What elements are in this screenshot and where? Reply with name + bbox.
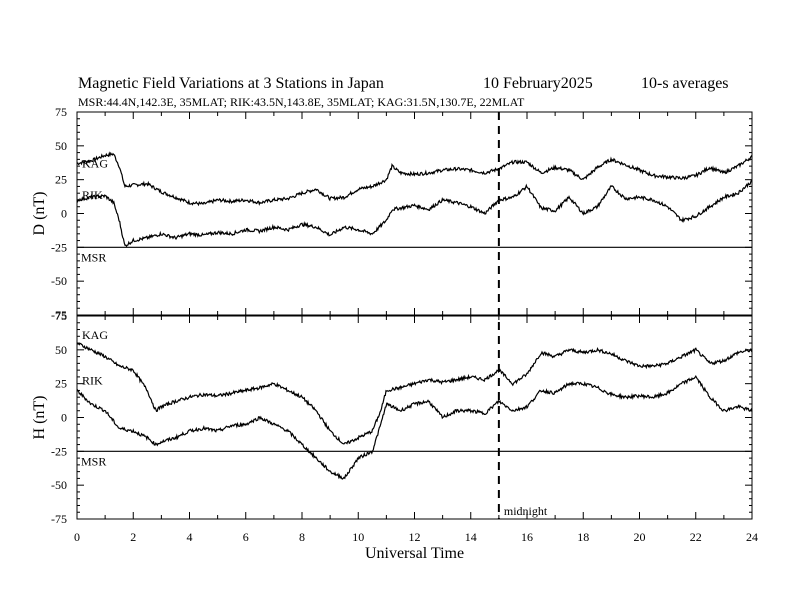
panel-d-rik-label: RIK (82, 188, 103, 202)
panel-d-ytick-label: 25 (55, 173, 67, 187)
x-tick-label: 8 (299, 530, 305, 544)
x-tick-label: 16 (521, 530, 533, 544)
x-tick-label: 14 (465, 530, 477, 544)
chart-title: Magnetic Field Variations at 3 Stations … (78, 75, 384, 92)
panel-h-series-kag (76, 342, 753, 445)
x-tick-label: 10 (352, 530, 364, 544)
panel-d-ylabel: D (nT) (31, 192, 48, 236)
panel-d-series-rik (76, 179, 753, 248)
panel-h-ytick-label: 75 (55, 309, 67, 323)
panel-h-ytick-label: -75 (51, 512, 67, 526)
panel-h-ylabel: H (nT) (31, 396, 48, 440)
panel-h-frame (76, 315, 753, 520)
panel-d-kag-label: KAG (82, 156, 108, 170)
panel-d-ytick-label: -50 (51, 274, 67, 288)
panel-h-msr-label: MSR (81, 454, 106, 468)
panel-d-ytick-label: 75 (55, 105, 67, 119)
x-tick-label: 24 (746, 530, 758, 544)
panel-d-ytick-label: -75 (51, 308, 67, 322)
x-tick-label: 2 (130, 530, 136, 544)
x-tick-label: 18 (577, 530, 589, 544)
x-tick-label: 22 (690, 530, 702, 544)
panel-h-ytick-label: -50 (51, 478, 67, 492)
x-tick-label: 20 (634, 530, 646, 544)
panel-d-frame (76, 111, 753, 316)
panel-d-series-kag (76, 151, 753, 207)
panel-declination: -75 -50 -25 0 25 50 75 MSR KAG RIK D (nT) (31, 105, 753, 322)
stations-info: MSR:44.4N,142.3E, 35MLAT; RIK:43.5N,143.… (78, 95, 525, 109)
x-tick-label: 6 (243, 530, 249, 544)
panel-h-ytick-label: 25 (55, 377, 67, 391)
panel-h-series-rik (76, 375, 753, 480)
panel-h-kag-label: KAG (82, 328, 108, 342)
panel-d-ytick-label: 50 (55, 139, 67, 153)
x-axis-label: Universal Time (365, 545, 464, 562)
panel-d-ytick-label: -25 (51, 240, 67, 254)
x-tick-label: 0 (74, 530, 80, 544)
panel-h-ytick-label: -25 (51, 444, 67, 458)
panel-d-ytick-label: 0 (61, 207, 67, 221)
midnight-label: midnight (504, 504, 548, 518)
panel-d-msr-label: MSR (81, 250, 106, 264)
x-tick-label: 4 (187, 530, 193, 544)
panel-horizontal: -75 -50 -25 0 25 50 75 MSR KAG RIK H (nT) (31, 309, 753, 526)
panel-h-rik-label: RIK (82, 373, 103, 387)
panel-h-ytick-label: 50 (55, 343, 67, 357)
x-tick-label: 12 (409, 530, 421, 544)
panel-h-ytick-label: 0 (61, 411, 67, 425)
chart-averaging: 10-s averages (641, 75, 729, 92)
chart-date: 10 February2025 (483, 75, 593, 92)
